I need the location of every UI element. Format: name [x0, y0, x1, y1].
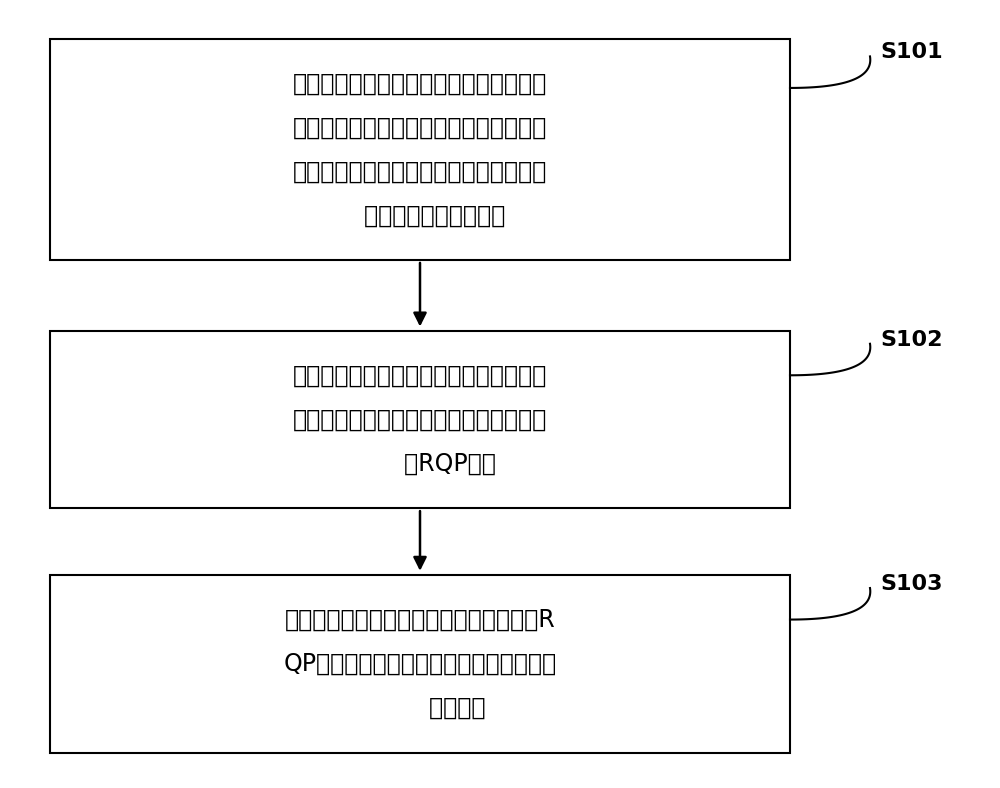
Text: 述当前流量数据输入已训练的流量类型预: 述当前流量数据输入已训练的流量类型预 [293, 116, 547, 139]
Text: 分配方式: 分配方式 [354, 697, 486, 720]
Text: （RQP）值: （RQP）值 [344, 452, 496, 476]
FancyBboxPatch shape [50, 39, 790, 260]
FancyBboxPatch shape [50, 575, 790, 753]
Text: 获取前传网络中的当前流量数据，并将所: 获取前传网络中的当前流量数据，并将所 [293, 72, 547, 95]
FancyBboxPatch shape [50, 331, 790, 508]
Text: 根据所述预测流量数据的流量类型，确定: 根据所述预测流量数据的流量类型，确定 [293, 363, 547, 387]
Text: 根据所述预测流量数据对应的流量类型、R: 根据所述预测流量数据对应的流量类型、R [285, 608, 555, 631]
Text: S103: S103 [880, 574, 942, 594]
Text: S101: S101 [880, 43, 943, 62]
Text: 所述预测流量数据对应的请求队列优先级: 所述预测流量数据对应的请求队列优先级 [293, 407, 547, 432]
Text: 测模型，得到所述当前流量数据对应的预: 测模型，得到所述当前流量数据对应的预 [293, 160, 547, 184]
Text: QP值，确定所述预测流量数据对应的资源: QP值，确定所述预测流量数据对应的资源 [283, 652, 557, 676]
Text: S102: S102 [880, 330, 942, 350]
Text: 测流量数据的流量类型: 测流量数据的流量类型 [334, 204, 506, 228]
